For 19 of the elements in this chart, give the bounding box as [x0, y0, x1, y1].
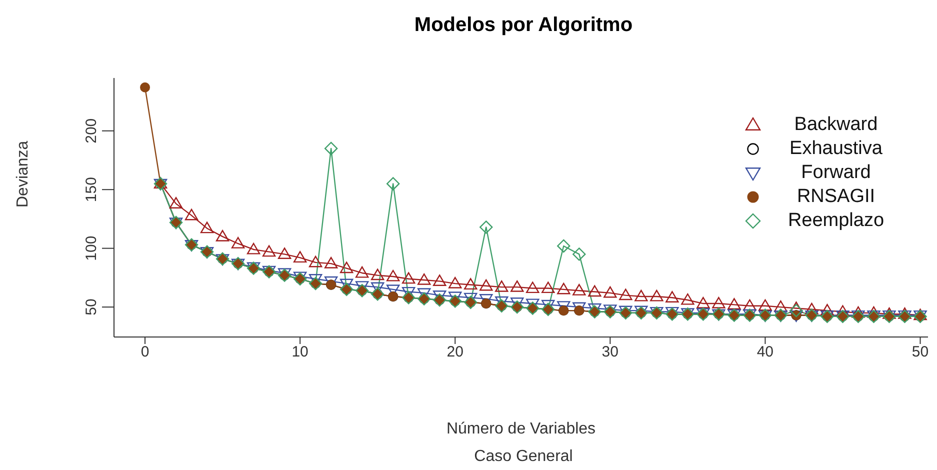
x-tick-label: 10	[292, 344, 308, 361]
y-tick-label: 150	[83, 177, 100, 202]
y-axis-title: Devianza	[14, 140, 32, 208]
x-tick-label: 40	[756, 344, 774, 361]
chart-title: Modelos por Algoritmo	[413, 14, 634, 37]
y-tick-label: 100	[83, 236, 100, 261]
x-axis-title: Número de Variables	[446, 420, 596, 438]
legend-label: Backward	[793, 114, 879, 136]
y-tick-label: 200	[83, 118, 100, 144]
x-tick-label: 50	[912, 344, 929, 361]
y-tick-label: 50	[83, 298, 100, 316]
legend-label: Forward	[800, 162, 872, 184]
x-tick-label: 20	[446, 344, 464, 361]
legend-label: Reemplazo	[786, 210, 886, 232]
text: Caso General	[473, 448, 574, 466]
legend-label: RNSAGII	[796, 186, 876, 208]
x-tick-label: 0	[140, 344, 150, 361]
legend-label: Exhaustiva	[788, 138, 884, 160]
x-tick-label: 30	[602, 344, 618, 361]
